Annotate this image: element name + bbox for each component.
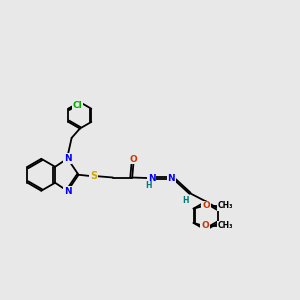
Text: CH₃: CH₃ bbox=[217, 221, 233, 230]
Text: O: O bbox=[202, 201, 210, 210]
Text: O: O bbox=[201, 221, 209, 230]
Text: N: N bbox=[64, 187, 71, 196]
Text: S: S bbox=[90, 171, 97, 181]
Text: N: N bbox=[148, 174, 155, 183]
Text: O: O bbox=[130, 154, 137, 164]
Text: Cl: Cl bbox=[73, 101, 82, 110]
Text: H: H bbox=[183, 196, 189, 205]
Text: N: N bbox=[167, 174, 175, 183]
Text: CH₃: CH₃ bbox=[218, 201, 233, 210]
Text: N: N bbox=[64, 154, 71, 163]
Text: H: H bbox=[145, 181, 152, 190]
